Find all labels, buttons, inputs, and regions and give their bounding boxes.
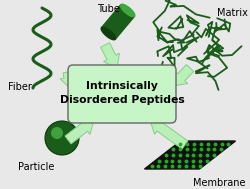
Text: Intrinsically: Intrinsically [86,81,158,91]
Text: Disordered Peptides: Disordered Peptides [60,95,184,105]
Polygon shape [102,5,134,39]
Polygon shape [65,120,94,144]
Text: Tube: Tube [96,4,120,14]
Circle shape [51,127,63,139]
Circle shape [45,121,79,155]
Polygon shape [100,43,119,68]
Polygon shape [60,71,78,89]
Polygon shape [150,120,188,149]
Polygon shape [144,141,236,169]
Polygon shape [120,4,135,17]
FancyBboxPatch shape [68,65,176,123]
Polygon shape [173,65,194,86]
Text: Membrane: Membrane [192,178,245,188]
Text: Fiber: Fiber [8,82,32,92]
Text: Particle: Particle [18,162,55,172]
Polygon shape [101,27,116,40]
Text: Matrix: Matrix [217,8,248,18]
